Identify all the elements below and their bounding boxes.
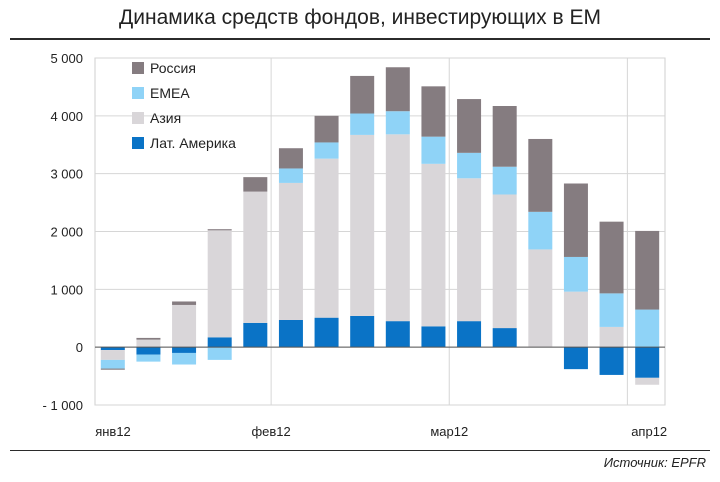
y-tick-label: 2 000 bbox=[50, 225, 83, 240]
x-tick-label: апр12 bbox=[631, 424, 667, 439]
bar-segment bbox=[314, 158, 339, 318]
bar-segment bbox=[421, 136, 446, 164]
bar-segment bbox=[172, 352, 197, 365]
bar-segment bbox=[172, 304, 197, 348]
legend-label: Россия bbox=[150, 60, 196, 76]
bar-segment bbox=[350, 315, 375, 348]
bar-segment bbox=[385, 134, 410, 322]
bar-segment bbox=[421, 326, 446, 348]
bar-segment bbox=[136, 337, 161, 340]
bar-segment bbox=[599, 347, 624, 375]
y-tick-label: 4 000 bbox=[50, 109, 83, 124]
bar-segment bbox=[100, 347, 125, 351]
bar-segment bbox=[599, 326, 624, 348]
bar-segment bbox=[243, 191, 268, 323]
legend-swatch bbox=[132, 87, 144, 99]
bar-segment bbox=[172, 347, 197, 353]
bar-segment bbox=[457, 99, 482, 153]
y-tick-label: 3 000 bbox=[50, 167, 83, 182]
bar-segment bbox=[100, 368, 125, 370]
bar-segment bbox=[350, 113, 375, 135]
chart-title: Динамика средств фондов, инвестирующих в… bbox=[119, 6, 601, 29]
bar-segment bbox=[492, 194, 517, 329]
bar-segment bbox=[207, 229, 232, 231]
bar-segment bbox=[314, 317, 339, 348]
bar-segment bbox=[599, 221, 624, 294]
x-tick-label: мар12 bbox=[430, 424, 468, 439]
bar-segment bbox=[563, 291, 588, 348]
bar-segment bbox=[492, 328, 517, 348]
bar-segment bbox=[528, 249, 553, 348]
bar-segment bbox=[635, 230, 660, 310]
bar-segment bbox=[314, 115, 339, 143]
bar-segment bbox=[243, 177, 268, 192]
bar-segment bbox=[207, 337, 232, 348]
bar-segment bbox=[457, 152, 482, 179]
legend-label: Лат. Америка bbox=[150, 135, 236, 151]
bar-segment bbox=[635, 347, 660, 378]
bar-segment bbox=[243, 322, 268, 348]
legend-label: EMEA bbox=[150, 85, 190, 101]
y-tick-label: 0 bbox=[76, 340, 83, 355]
bar-segment bbox=[136, 347, 161, 355]
bar-segment bbox=[278, 319, 303, 348]
bar-segment bbox=[278, 182, 303, 320]
bar-segment bbox=[100, 359, 125, 369]
bar-segment bbox=[457, 178, 482, 322]
y-tick-label: 1 000 bbox=[50, 282, 83, 297]
x-tick-label: янв12 bbox=[95, 424, 131, 439]
bar-segment bbox=[528, 211, 553, 250]
bar-segment bbox=[563, 256, 588, 292]
bar-segment bbox=[563, 347, 588, 370]
bar-segment bbox=[385, 321, 410, 348]
y-tick-label: - 1 000 bbox=[43, 398, 83, 413]
bar-segment bbox=[492, 106, 517, 167]
x-tick-label: фев12 bbox=[251, 424, 290, 439]
bar-segment bbox=[421, 86, 446, 137]
bar-segment bbox=[172, 301, 197, 305]
bar-segment bbox=[635, 377, 660, 385]
bar-segment bbox=[599, 293, 624, 327]
legend-swatch bbox=[132, 62, 144, 74]
bar-segment bbox=[207, 347, 232, 360]
bar-segment bbox=[314, 142, 339, 159]
legend-swatch bbox=[132, 137, 144, 149]
y-tick-label: 5 000 bbox=[50, 51, 83, 66]
source-note: Источник: EPFR bbox=[603, 455, 706, 470]
bar-segment bbox=[278, 168, 303, 183]
bar-segment bbox=[350, 134, 375, 316]
bar-segment bbox=[350, 75, 375, 114]
bar-segment bbox=[136, 354, 161, 362]
bar-segment bbox=[528, 138, 553, 212]
title-divider bbox=[10, 38, 710, 40]
bar-segment bbox=[278, 148, 303, 169]
bar-segment bbox=[457, 321, 482, 348]
legend-swatch bbox=[132, 112, 144, 124]
bar-segment bbox=[421, 163, 446, 327]
bar-segment bbox=[385, 111, 410, 135]
footer-divider bbox=[10, 450, 710, 451]
bar-segment bbox=[136, 339, 161, 348]
bar-segment bbox=[207, 230, 232, 338]
bar-segment bbox=[492, 166, 517, 195]
bar-segment bbox=[563, 183, 588, 257]
legend-label: Азия bbox=[150, 110, 181, 126]
bar-segment bbox=[100, 350, 125, 360]
bar-segment bbox=[385, 67, 410, 112]
bar-segment bbox=[635, 309, 660, 348]
